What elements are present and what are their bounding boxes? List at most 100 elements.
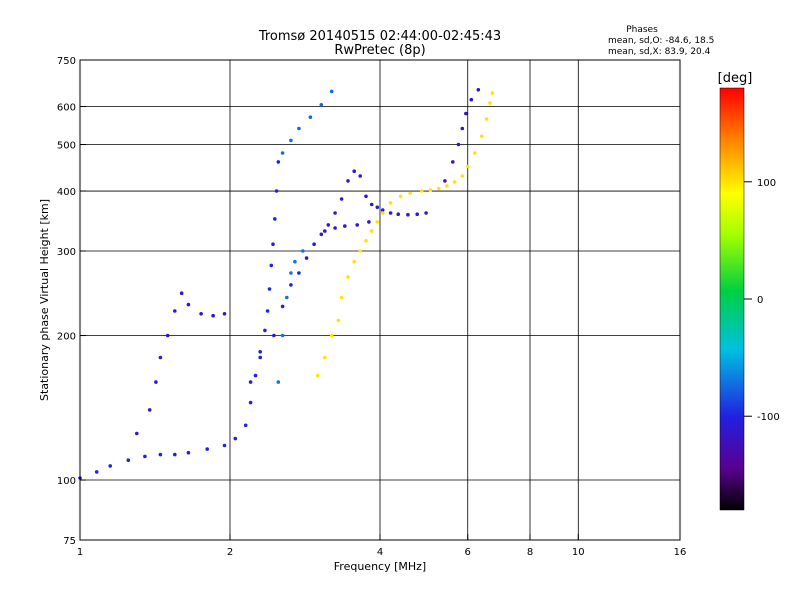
data-point [380, 208, 385, 212]
data-point [273, 217, 277, 221]
x-tick-label: 16 [674, 547, 687, 558]
data-point [396, 212, 401, 216]
data-point [269, 263, 274, 268]
data-point [158, 355, 163, 360]
data-point [265, 309, 270, 313]
data-point [297, 126, 301, 131]
data-point [375, 220, 380, 224]
x-axis-ticks: 1 2 4 6 8 10 16 [77, 534, 687, 558]
colorbar-tick-label: -100 [757, 412, 780, 423]
data-point [452, 180, 457, 184]
data-point [186, 302, 191, 307]
data-point [456, 142, 461, 147]
data-point [408, 191, 413, 195]
colorbar [719, 87, 745, 511]
data-point [263, 328, 267, 333]
data-point [173, 452, 177, 457]
data-point [205, 447, 209, 451]
data-point [352, 259, 357, 264]
data-point [415, 212, 420, 216]
data-point [289, 283, 293, 287]
data-point [312, 242, 316, 246]
data-point [484, 117, 489, 121]
x-tick-label: 1 [77, 547, 83, 558]
data-point [143, 454, 147, 459]
data-point [346, 179, 350, 183]
colorbar-tick-label: 0 [757, 295, 763, 306]
x-tick-label: 6 [465, 547, 471, 558]
data-point [179, 291, 184, 296]
data-point [308, 115, 313, 119]
x-axis-label: Frequency [MHz] [334, 560, 426, 573]
data-point [253, 373, 258, 378]
data-point [147, 408, 152, 412]
data-point [154, 380, 158, 384]
data-point [352, 169, 357, 173]
data-point [367, 220, 371, 224]
colorbar-ticks: 100 0 -100 [744, 178, 780, 423]
data-point [358, 249, 363, 253]
data-point [488, 101, 492, 105]
data-point [355, 223, 360, 227]
data-point [369, 202, 374, 207]
data-points [78, 88, 495, 480]
x-tick-label: 8 [527, 547, 533, 558]
data-point [364, 194, 368, 199]
y-tick-label: 500 [57, 141, 76, 152]
data-point [326, 223, 331, 227]
data-point [419, 189, 424, 193]
data-point [398, 194, 403, 199]
data-point [358, 174, 363, 178]
data-point [222, 312, 227, 316]
data-point [293, 259, 297, 264]
data-point [304, 256, 309, 260]
data-point [473, 151, 477, 155]
data-point [258, 355, 263, 360]
data-point [258, 350, 263, 354]
y-tick-label: 300 [57, 247, 76, 258]
stats-line-o: mean, sd,O: -84.6, 18.5 [608, 36, 714, 46]
data-point [346, 275, 350, 279]
data-point [460, 126, 465, 131]
y-tick-label: 75 [63, 536, 76, 547]
data-point [465, 164, 470, 169]
data-point [451, 160, 455, 164]
data-point [289, 271, 293, 275]
data-point [329, 89, 334, 94]
data-point [272, 333, 276, 338]
data-point [343, 224, 347, 228]
data-point [319, 232, 324, 237]
data-point [126, 458, 131, 463]
chart-title: Tromsø 20140515 02:44:00-02:45:43 [258, 29, 501, 44]
data-point [267, 287, 272, 291]
data-point [280, 333, 285, 338]
data-point [248, 380, 253, 384]
data-point [173, 309, 177, 313]
data-point [388, 211, 393, 215]
data-point [479, 134, 484, 139]
data-point [248, 400, 253, 405]
data-point [437, 186, 441, 191]
stats-line-x: mean, sd,X: 83.9, 20.4 [608, 47, 711, 57]
data-point [364, 239, 368, 243]
data-point [339, 295, 344, 300]
data-point [339, 197, 344, 201]
data-point [243, 423, 248, 428]
data-point [319, 103, 324, 107]
stats-heading: Phases [626, 25, 658, 35]
data-point [424, 211, 428, 215]
data-point [460, 174, 465, 178]
data-point [445, 184, 449, 188]
data-point [233, 436, 238, 441]
y-tick-label: 600 [57, 103, 76, 114]
data-point [165, 333, 170, 338]
data-point [428, 188, 433, 192]
data-point [222, 443, 227, 448]
data-point [375, 205, 380, 210]
data-point [211, 313, 215, 318]
chart-subtitle: RwPretec (8p) [334, 43, 425, 58]
data-point [289, 138, 293, 143]
data-point [333, 211, 337, 215]
data-point [406, 212, 410, 217]
